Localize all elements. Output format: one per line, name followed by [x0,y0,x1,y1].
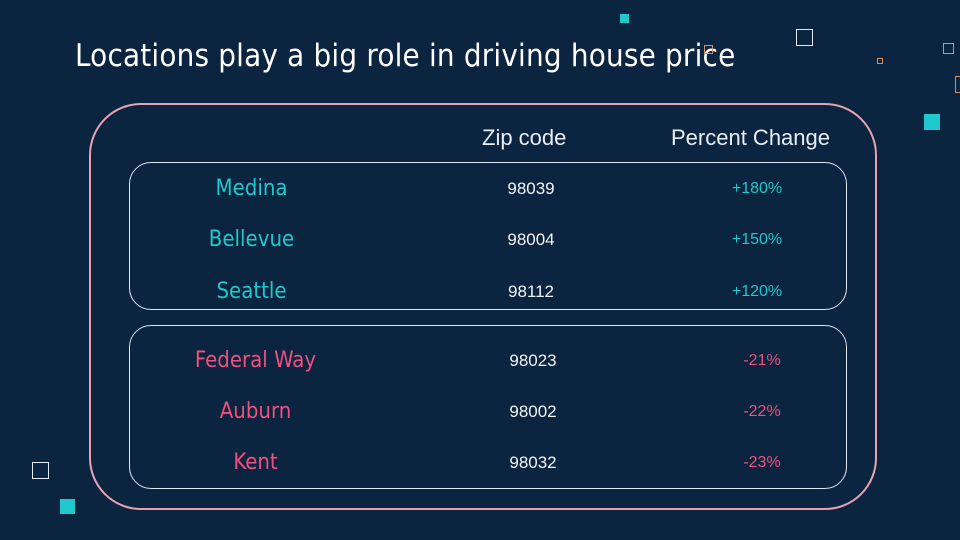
decorative-square-outline [704,45,713,54]
percent-change: -21% [743,352,781,369]
table-row: Medina 98039 +180% [129,169,847,209]
decorative-square [924,114,940,130]
city-name: Kent [233,450,278,475]
table-row: Seattle 98112 +120% [129,272,847,312]
zip-code: 98032 [509,453,557,472]
city-name: Bellevue [208,227,295,252]
decorative-square [60,499,75,514]
decorative-square-outline [943,43,954,54]
zip-code: 98004 [507,230,555,249]
zip-code: 98023 [509,351,557,370]
decorative-square-outline [877,58,883,64]
percent-change: -23% [743,454,781,471]
city-name: Seattle [216,279,287,304]
percent-change: -22% [743,403,781,420]
table-row: Federal Way 98023 -21% [129,341,847,381]
zip-code: 98112 [507,282,554,301]
zip-code: 98039 [507,179,555,198]
decorative-square [620,14,629,23]
percent-change: +180% [731,180,783,197]
percent-change: +150% [731,231,783,248]
table-frame [89,103,877,510]
city-name: Federal Way [194,348,317,373]
table-row: Kent 98032 -23% [129,443,847,483]
percent-change: +120% [731,283,783,300]
city-name: Medina [215,176,288,201]
table-row: Auburn 98002 -22% [129,392,847,432]
decorative-square-outline [955,76,960,93]
zip-code: 98002 [509,402,557,421]
bottom-group-box [129,325,847,489]
table-row: Bellevue 98004 +150% [129,220,847,260]
top-group-box [129,162,847,310]
decorative-square-outline [32,462,49,479]
slide-title: Locations play a big role in driving hou… [75,38,736,74]
city-name: Auburn [219,399,292,424]
header-percent-change: Percent Change [671,125,830,150]
header-zip-code: Zip code [482,125,567,150]
decorative-square-outline [796,29,813,46]
